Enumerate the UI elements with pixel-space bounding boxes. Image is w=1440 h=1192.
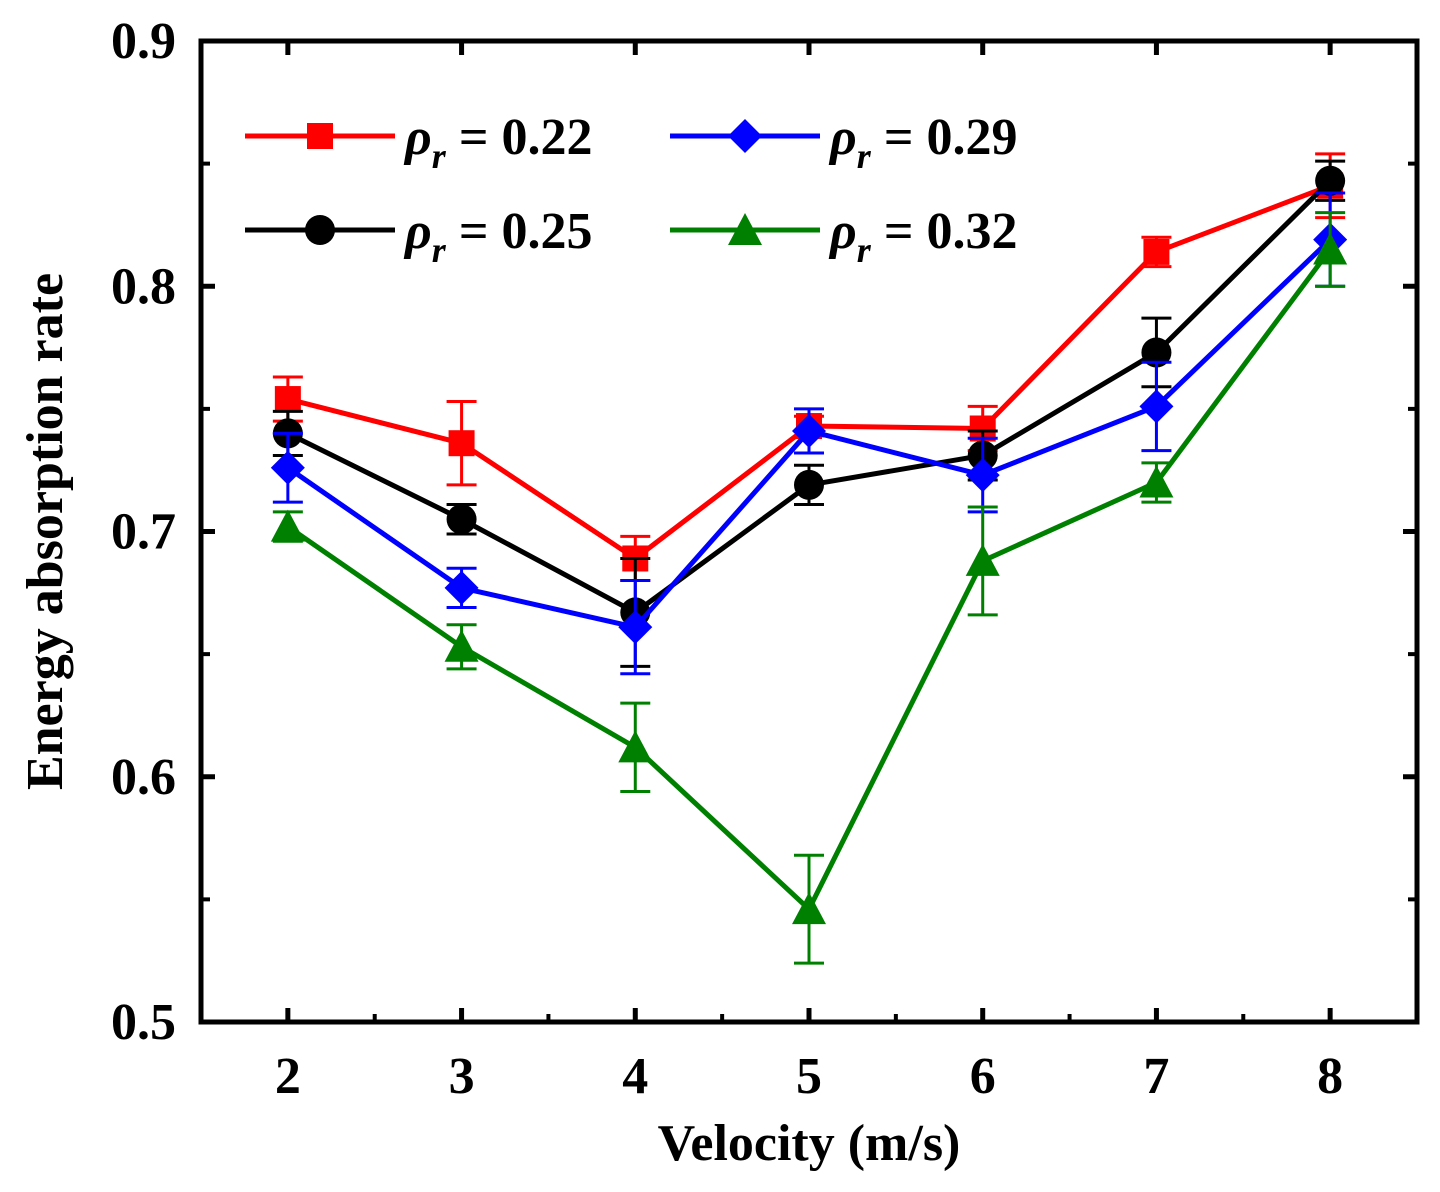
x-tick-label: 6	[970, 1048, 996, 1105]
legend-item-0: ρr = 0.22	[245, 109, 592, 176]
legend-marker	[728, 213, 762, 245]
legend-value: = 0.25	[446, 203, 593, 260]
series-0	[272, 152, 1346, 583]
data-point	[270, 450, 305, 485]
data-point	[274, 386, 301, 413]
series-line	[286, 247, 1333, 912]
axis-ticks	[199, 38, 1419, 1025]
data-point	[444, 629, 479, 662]
legend-symbol: ρ	[403, 109, 432, 166]
data-point	[794, 469, 824, 500]
legend-label: ρr = 0.32	[828, 203, 1017, 270]
y-tick-label: 0.8	[111, 258, 176, 315]
data-point	[446, 504, 477, 535]
series-3	[270, 211, 1348, 965]
legend-item-2: ρr = 0.29	[670, 109, 1017, 176]
legend-symbol: ρ	[403, 203, 432, 260]
legend-subscript: r	[857, 136, 872, 176]
y-tick-label: 0.7	[111, 504, 176, 561]
legend-marker	[307, 123, 333, 149]
legend-label: ρr = 0.29	[828, 109, 1017, 176]
x-tick-label: 2	[275, 1048, 301, 1105]
x-axis-title: Velocity (m/s)	[658, 1115, 961, 1172]
data-point	[618, 610, 653, 645]
data-point	[618, 730, 653, 763]
legend-value: = 0.32	[871, 203, 1018, 260]
axis-labels: 2 3 4 5 6 7 8 0.5 0.6 0.7 0.8 0.9 Velocity (m/s) Ener…	[17, 13, 1343, 1172]
legend-subscript: r	[432, 136, 447, 176]
data-point	[965, 543, 1000, 576]
y-tick-label: 0.5	[111, 994, 176, 1051]
legend-label: ρr = 0.22	[403, 109, 592, 176]
legend-symbol: ρ	[828, 109, 857, 166]
legend-subscript: r	[857, 230, 872, 270]
data-point	[965, 458, 1000, 493]
data-point	[1141, 337, 1172, 368]
y-axis-title: Energy absorption rate	[17, 273, 74, 790]
data-point	[1315, 165, 1346, 196]
data-point	[1143, 238, 1170, 265]
legend-marker	[728, 119, 762, 153]
data-point	[792, 413, 826, 448]
legend-subscript: r	[432, 230, 447, 270]
data-point	[444, 570, 479, 605]
legend-value: = 0.29	[871, 109, 1018, 166]
data-point	[1313, 232, 1348, 265]
x-tick-label: 8	[1317, 1048, 1343, 1105]
y-tick-label: 0.9	[111, 13, 176, 70]
data-point	[1139, 465, 1174, 498]
legend-marker	[305, 215, 335, 245]
legend-item-1: ρr = 0.25	[245, 203, 592, 270]
legend-symbol: ρ	[828, 203, 857, 260]
x-tick-label: 3	[449, 1048, 475, 1105]
data-point	[448, 430, 475, 457]
y-tick-label: 0.6	[111, 749, 176, 806]
legend-item-3: ρr = 0.32	[670, 203, 1017, 270]
x-tick-label: 7	[1143, 1048, 1169, 1105]
data-point	[792, 892, 826, 925]
data-point	[1139, 389, 1174, 424]
legend-label: ρr = 0.25	[403, 203, 592, 270]
plot-marks	[270, 152, 1348, 965]
x-tick-label: 5	[796, 1048, 822, 1105]
legend-value: = 0.22	[446, 109, 593, 166]
data-point	[270, 509, 305, 542]
x-tick-label: 4	[622, 1048, 648, 1105]
